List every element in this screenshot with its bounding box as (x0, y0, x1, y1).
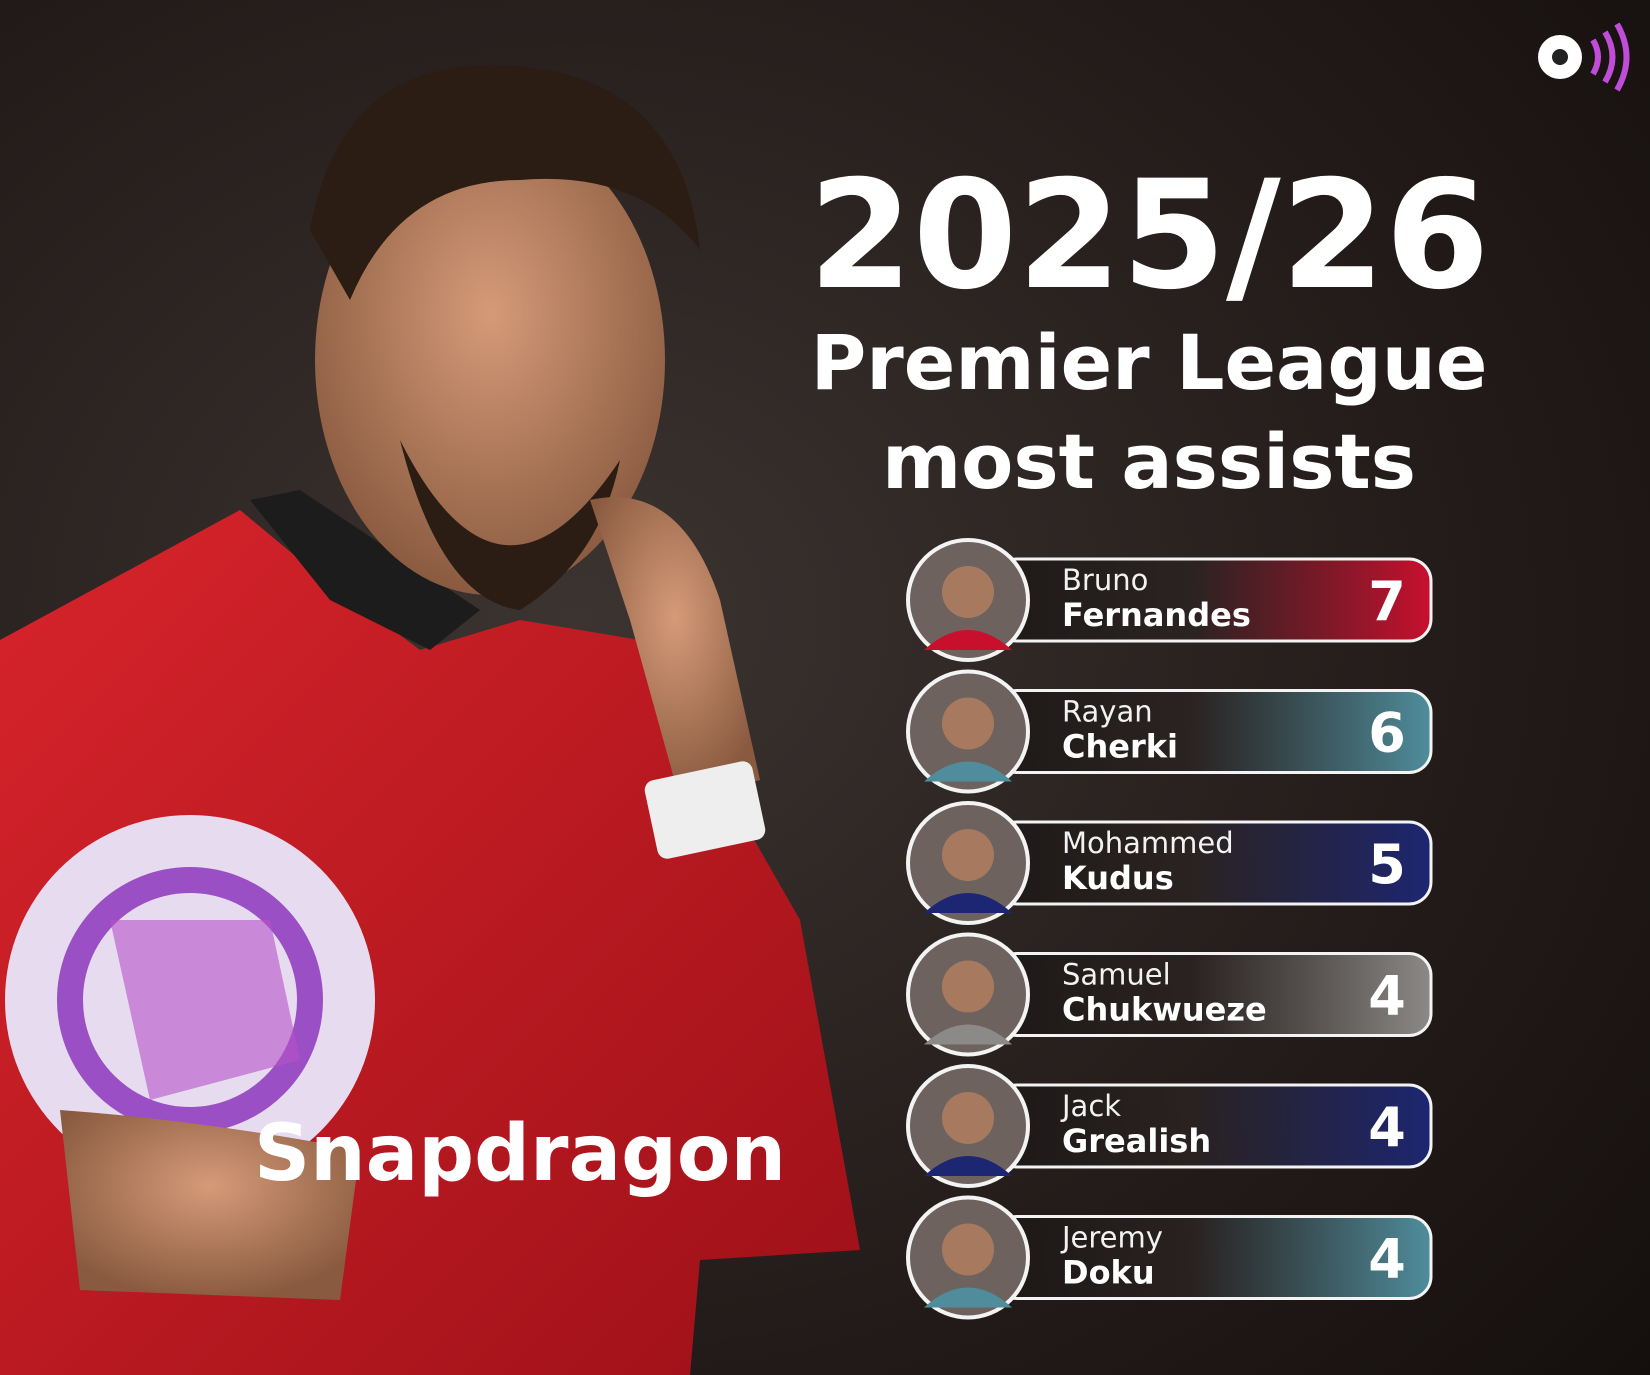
player-photo: Snapdragon (0, 64, 860, 1375)
avatar-body (924, 630, 1012, 650)
last-name: Grealish (1062, 1122, 1211, 1160)
first-name: Bruno (1062, 563, 1148, 597)
row-pill (993, 1215, 1433, 1300)
last-name: Fernandes (1062, 596, 1251, 634)
assists: 4 (1368, 965, 1406, 1028)
avatar-head (942, 960, 994, 1013)
last-name: Cherki (1062, 728, 1178, 766)
first-name: Jack (1060, 1089, 1121, 1123)
avatar-head (942, 1092, 994, 1144)
title-line-2: most assists (882, 417, 1416, 506)
row-pill (993, 1083, 1433, 1169)
avatar-body (924, 761, 1012, 782)
first-name: Jeremy (1060, 1221, 1163, 1255)
row-pill (993, 689, 1433, 774)
last-name: Kudus (1062, 859, 1174, 897)
first-name: Samuel (1062, 958, 1171, 992)
brand-logo (1538, 22, 1630, 92)
assists: 4 (1368, 1228, 1406, 1291)
avatar-head (942, 829, 994, 881)
assists: 5 (1368, 833, 1406, 896)
last-name: Doku (1062, 1254, 1155, 1292)
season: 2025/26 (808, 149, 1489, 323)
avatar-body (924, 1287, 1012, 1308)
avatar-head (942, 566, 994, 618)
assists: 4 (1368, 1096, 1406, 1159)
assists: 7 (1368, 570, 1406, 633)
last-name: Chukwueze (1062, 991, 1267, 1029)
first-name: Rayan (1062, 695, 1153, 729)
first-name: Mohammed (1062, 826, 1234, 860)
avatar-body (924, 893, 1012, 913)
avatar-body (924, 1156, 1012, 1176)
avatar-head (942, 697, 994, 750)
assists: 6 (1368, 702, 1406, 765)
svg-text:Snapdragon: Snapdragon (254, 1109, 786, 1199)
title-line-1: Premier League (811, 318, 1488, 407)
avatar-head (942, 1223, 994, 1276)
avatar-body (924, 1024, 1012, 1045)
